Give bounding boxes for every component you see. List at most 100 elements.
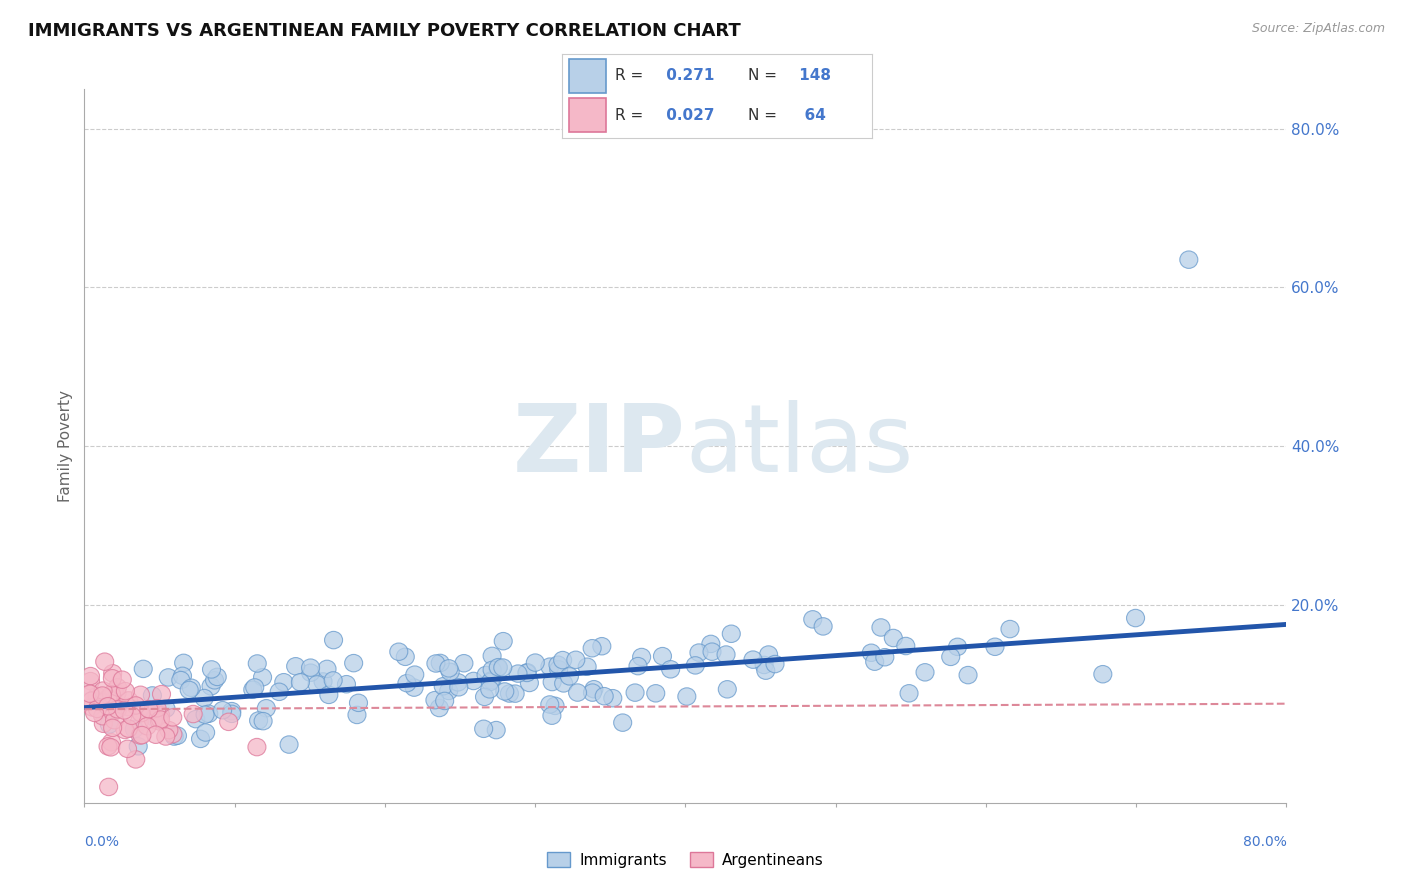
Ellipse shape bbox=[986, 638, 1004, 656]
Text: R =: R = bbox=[614, 108, 648, 123]
Ellipse shape bbox=[430, 699, 449, 717]
Ellipse shape bbox=[662, 661, 679, 678]
Ellipse shape bbox=[115, 702, 134, 719]
Ellipse shape bbox=[127, 697, 145, 714]
Ellipse shape bbox=[214, 701, 232, 719]
Ellipse shape bbox=[450, 679, 468, 696]
Ellipse shape bbox=[247, 739, 266, 756]
Ellipse shape bbox=[120, 720, 138, 738]
Ellipse shape bbox=[744, 651, 762, 668]
Ellipse shape bbox=[347, 706, 366, 723]
Ellipse shape bbox=[195, 690, 214, 706]
Ellipse shape bbox=[131, 727, 149, 744]
Text: N =: N = bbox=[748, 68, 782, 83]
Ellipse shape bbox=[166, 728, 183, 746]
Ellipse shape bbox=[191, 731, 209, 747]
Ellipse shape bbox=[83, 692, 101, 709]
Ellipse shape bbox=[550, 661, 568, 678]
Ellipse shape bbox=[603, 690, 621, 707]
Ellipse shape bbox=[134, 660, 152, 678]
Ellipse shape bbox=[86, 704, 104, 722]
Ellipse shape bbox=[174, 654, 193, 672]
Ellipse shape bbox=[814, 617, 832, 635]
Ellipse shape bbox=[686, 657, 704, 674]
Text: 80.0%: 80.0% bbox=[1243, 835, 1286, 848]
Ellipse shape bbox=[489, 659, 508, 676]
Ellipse shape bbox=[180, 681, 198, 698]
Ellipse shape bbox=[120, 698, 138, 715]
Ellipse shape bbox=[250, 712, 267, 730]
Ellipse shape bbox=[554, 651, 572, 669]
Ellipse shape bbox=[583, 684, 602, 701]
Ellipse shape bbox=[270, 683, 288, 700]
Ellipse shape bbox=[205, 672, 224, 689]
Ellipse shape bbox=[104, 704, 122, 721]
Ellipse shape bbox=[219, 713, 238, 731]
Ellipse shape bbox=[350, 694, 367, 712]
Ellipse shape bbox=[257, 699, 276, 717]
Ellipse shape bbox=[139, 700, 157, 718]
Ellipse shape bbox=[546, 698, 564, 714]
Ellipse shape bbox=[98, 690, 117, 707]
Ellipse shape bbox=[156, 728, 174, 745]
Ellipse shape bbox=[96, 653, 114, 671]
Ellipse shape bbox=[519, 664, 536, 681]
Text: N =: N = bbox=[748, 108, 782, 123]
Ellipse shape bbox=[526, 654, 544, 672]
Ellipse shape bbox=[318, 660, 336, 678]
Ellipse shape bbox=[280, 736, 298, 753]
Ellipse shape bbox=[82, 667, 100, 685]
Ellipse shape bbox=[436, 692, 454, 710]
Ellipse shape bbox=[717, 646, 735, 664]
Ellipse shape bbox=[287, 657, 305, 675]
Ellipse shape bbox=[489, 658, 508, 676]
Ellipse shape bbox=[593, 638, 610, 655]
Ellipse shape bbox=[949, 638, 966, 656]
Text: ZIP: ZIP bbox=[513, 400, 686, 492]
Legend: Immigrants, Argentineans: Immigrants, Argentineans bbox=[541, 846, 830, 873]
Ellipse shape bbox=[129, 738, 148, 755]
Ellipse shape bbox=[405, 679, 423, 697]
Ellipse shape bbox=[118, 740, 136, 757]
Ellipse shape bbox=[249, 655, 266, 673]
Ellipse shape bbox=[246, 679, 264, 696]
Ellipse shape bbox=[195, 706, 214, 723]
FancyBboxPatch shape bbox=[568, 98, 606, 132]
Ellipse shape bbox=[344, 655, 363, 672]
Ellipse shape bbox=[183, 679, 200, 697]
Ellipse shape bbox=[506, 685, 524, 702]
Ellipse shape bbox=[613, 714, 631, 731]
Ellipse shape bbox=[165, 725, 181, 743]
Ellipse shape bbox=[314, 673, 332, 690]
Ellipse shape bbox=[583, 640, 602, 657]
Ellipse shape bbox=[208, 668, 226, 686]
Ellipse shape bbox=[1126, 609, 1144, 627]
Ellipse shape bbox=[98, 738, 117, 756]
Ellipse shape bbox=[157, 700, 174, 717]
Ellipse shape bbox=[253, 669, 271, 686]
Ellipse shape bbox=[134, 726, 150, 744]
Ellipse shape bbox=[703, 643, 721, 660]
Ellipse shape bbox=[103, 686, 121, 703]
Ellipse shape bbox=[302, 664, 319, 681]
Ellipse shape bbox=[142, 701, 160, 719]
Ellipse shape bbox=[862, 644, 880, 662]
Ellipse shape bbox=[647, 684, 665, 702]
Ellipse shape bbox=[595, 688, 613, 705]
Text: 0.027: 0.027 bbox=[661, 108, 714, 123]
Ellipse shape bbox=[548, 656, 567, 673]
Ellipse shape bbox=[94, 715, 112, 732]
Ellipse shape bbox=[274, 673, 292, 691]
Ellipse shape bbox=[291, 673, 309, 691]
Text: R =: R = bbox=[614, 68, 648, 83]
Ellipse shape bbox=[173, 667, 191, 684]
Ellipse shape bbox=[561, 667, 578, 685]
Ellipse shape bbox=[132, 686, 149, 704]
Ellipse shape bbox=[243, 681, 262, 698]
Ellipse shape bbox=[541, 696, 558, 714]
Ellipse shape bbox=[440, 682, 458, 699]
Ellipse shape bbox=[959, 666, 977, 684]
Ellipse shape bbox=[866, 653, 884, 671]
Ellipse shape bbox=[494, 632, 512, 650]
Ellipse shape bbox=[94, 681, 112, 699]
